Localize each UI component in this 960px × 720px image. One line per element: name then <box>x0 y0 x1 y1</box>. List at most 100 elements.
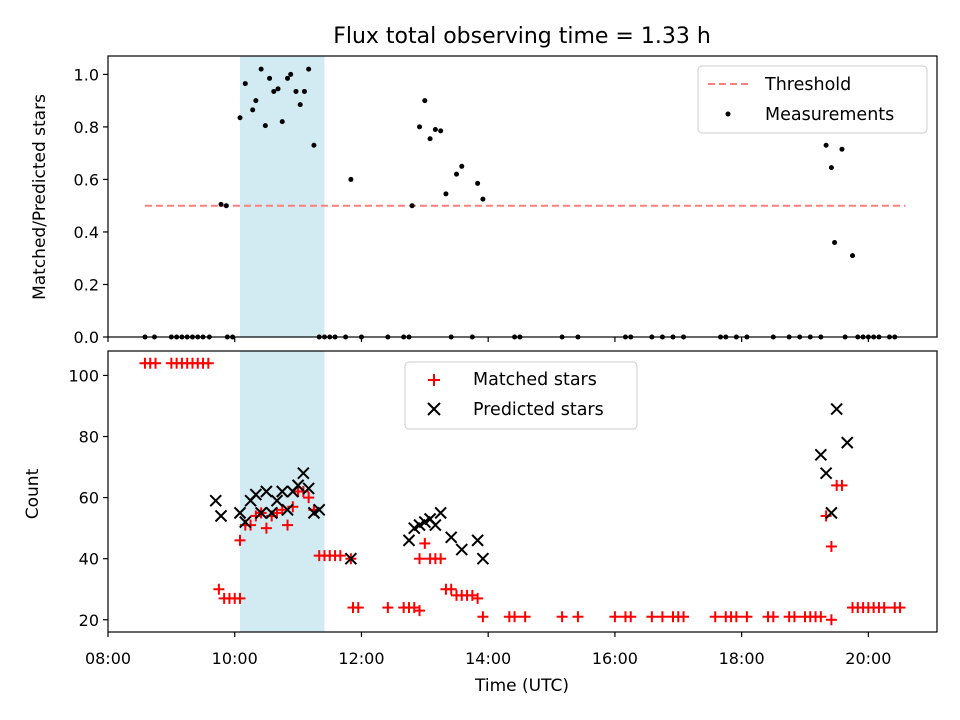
y-tick-label: 60 <box>79 489 99 508</box>
matched-stars-point <box>297 486 309 497</box>
predicted-stars-point <box>814 448 828 462</box>
matched-stars-point <box>303 492 315 504</box>
predicted-stars-point <box>281 503 294 517</box>
matched-stars-point <box>646 611 658 623</box>
measurement-point <box>288 71 294 77</box>
measurement-point <box>427 136 433 142</box>
measurement-point <box>279 119 285 125</box>
predicted-stars-point <box>291 479 305 492</box>
matched-stars-point <box>709 611 721 623</box>
predicted-stars-point <box>445 531 458 544</box>
measurement-point <box>459 163 465 169</box>
measurement-point <box>438 128 444 134</box>
predicted-stars-point <box>270 494 284 507</box>
matched-stars-point <box>609 611 621 623</box>
measurement-point <box>480 196 486 202</box>
x-tick-label: 10:00 <box>212 649 258 668</box>
y-tick-label: 20 <box>79 611 99 630</box>
y-tick-label: 0.6 <box>74 170 99 189</box>
matched-stars-point <box>820 510 832 522</box>
measurement-point <box>839 146 845 152</box>
predicted-stars-point <box>302 482 315 495</box>
bottom-y-axis-label: Count <box>23 468 43 519</box>
measurement-point <box>285 75 291 81</box>
predicted-stars-point <box>434 506 447 520</box>
matched-stars-point <box>282 519 294 531</box>
measurement-point <box>293 88 299 94</box>
predicted-stars-point <box>276 485 289 498</box>
measurement-point <box>475 180 481 186</box>
measurement-point <box>311 142 317 148</box>
measurement-point <box>271 88 277 94</box>
predicted-stars-point <box>297 466 310 480</box>
measurement-point <box>828 165 834 171</box>
predicted-stars-point <box>830 402 843 416</box>
predicted-stars-point <box>344 552 358 565</box>
measurement-point <box>223 203 229 209</box>
measurement-point <box>275 86 281 92</box>
predicted-stars-point <box>825 506 838 520</box>
measurement-point <box>253 98 259 104</box>
predicted-stars-point <box>402 534 416 547</box>
measurement-point <box>409 203 415 209</box>
legend-predicted-swatch <box>427 402 441 416</box>
x-tick-label: 14:00 <box>465 649 511 668</box>
y-tick-label: 1.0 <box>74 65 99 84</box>
x-tick-label: 18:00 <box>719 649 765 668</box>
predicted-stars-point <box>260 485 273 498</box>
measurement-point <box>823 142 829 148</box>
matched-stars-point <box>509 611 521 623</box>
legend-matched-label: Matched stars <box>473 370 597 390</box>
matched-stars-point <box>334 550 346 562</box>
matched-stars-point <box>445 583 457 595</box>
star-count-panel: 20 40 60 80 100 08:00 10:00 12:00 14:00 16:00 18:… <box>23 350 938 696</box>
legend-predicted-label: Predicted stars <box>473 400 604 420</box>
predicted-stars-point <box>841 436 854 449</box>
measurement-point <box>453 171 459 177</box>
bottom-plot-frame <box>107 350 938 633</box>
matched-stars-point <box>767 611 779 623</box>
legend-matched-swatch <box>428 374 440 386</box>
measurement-point <box>417 124 423 130</box>
matched-stars-point <box>825 614 837 626</box>
predicted-stars-point <box>254 506 268 520</box>
observing-window-band <box>240 56 325 337</box>
y-tick-label: 100 <box>68 366 99 385</box>
matched-stars-point <box>572 611 584 623</box>
measurement-point <box>301 88 307 94</box>
matched-stars-point <box>234 592 246 604</box>
matched-stars-point <box>836 479 848 491</box>
measurement-point <box>432 127 438 133</box>
matched-stars-point <box>414 605 426 617</box>
matched-stars-point <box>730 611 742 623</box>
matched-stars-point <box>435 553 447 565</box>
flux-ratio-panel: 0.0 0.2 0.4 0.6 0.8 1.0 Matched/Predicted sta… <box>30 55 938 347</box>
measurement-point <box>348 176 354 182</box>
matched-stars-point <box>150 357 162 369</box>
matched-stars-point <box>741 611 753 623</box>
predicted-stars-point <box>233 506 247 520</box>
predicted-stars-point <box>249 488 263 501</box>
measurement-point <box>242 81 248 87</box>
measurement-point <box>422 98 428 104</box>
measurement-point <box>267 75 273 81</box>
chart-title: Flux total observing time = 1.33 h <box>333 24 711 49</box>
top-legend: Threshold Measurements <box>697 65 928 134</box>
predicted-stars-point <box>313 503 326 517</box>
matched-stars-point <box>213 583 225 595</box>
measurement-point <box>850 253 856 259</box>
matched-stars-point <box>556 611 568 623</box>
matched-stars-point <box>625 611 637 623</box>
matched-stars-point <box>287 501 299 513</box>
legend-measurements-label: Measurements <box>765 105 894 125</box>
matched-stars-point <box>419 537 431 549</box>
predicted-stars-point <box>429 518 442 532</box>
matched-stars-point <box>894 602 906 614</box>
predicted-stars-point <box>471 534 484 547</box>
predicted-stars-point <box>476 552 490 565</box>
matched-stars-point <box>678 611 690 623</box>
x-tick-label: 08:00 <box>85 649 131 668</box>
measurement-point <box>218 201 224 207</box>
matched-stars-point <box>472 592 484 604</box>
